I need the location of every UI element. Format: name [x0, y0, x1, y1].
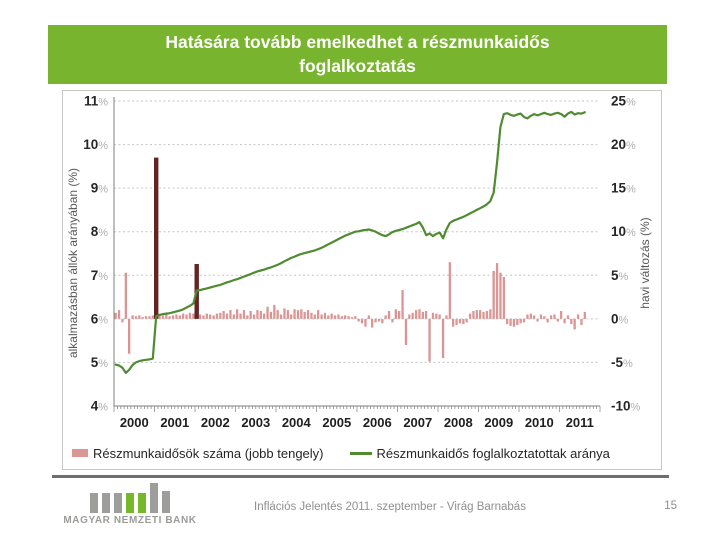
svg-text:2001: 2001 — [160, 415, 189, 430]
svg-text:alkalmazásban állók arányában: alkalmazásban állók arányában (%) — [66, 168, 80, 358]
footer-caption: Inflációs Jelentés 2011. szeptember - Vi… — [254, 501, 526, 513]
page-number: 15 — [664, 500, 677, 512]
svg-text:2006: 2006 — [363, 415, 392, 430]
svg-text:7%: 7% — [91, 268, 109, 283]
slide-title-line-1: Hatására tovább emelkedhet a részmunkaid… — [165, 32, 550, 53]
legend-line-label: Részmunkaidős foglalkoztatottak aránya — [376, 445, 610, 461]
svg-text:havi változás (%): havi változás (%) — [638, 217, 652, 308]
svg-text:2009: 2009 — [484, 415, 513, 430]
slide-title-line-2: foglalkoztatás — [299, 55, 416, 76]
svg-text:2004: 2004 — [282, 415, 312, 430]
svg-text:20%: 20% — [611, 137, 636, 152]
svg-text:0%: 0% — [611, 311, 629, 326]
svg-text:2010: 2010 — [525, 415, 554, 430]
svg-text:2011: 2011 — [566, 415, 594, 430]
svg-text:15%: 15% — [611, 181, 636, 196]
combo-chart: 2000 2001 2002 2003 2004 2005 2006 2007 2008 2009… — [66, 94, 652, 431]
svg-text:-10%: -10% — [611, 399, 641, 414]
svg-text:25%: 25% — [611, 94, 636, 109]
svg-text:11%: 11% — [84, 94, 108, 109]
legend-bar-swatch-icon — [72, 449, 88, 457]
svg-text:2007: 2007 — [403, 415, 432, 430]
svg-text:9%: 9% — [91, 181, 109, 196]
footer-divider — [52, 475, 669, 478]
svg-text:10%: 10% — [611, 224, 636, 239]
svg-text:10%: 10% — [83, 137, 108, 152]
svg-text:4%: 4% — [91, 399, 109, 414]
slide-title-bar: Hatására tovább emelkedhet a részmunkaid… — [48, 25, 667, 84]
svg-text:2002: 2002 — [201, 415, 230, 430]
svg-text:2005: 2005 — [322, 415, 351, 430]
chart-legend: Részmunkaidősök száma (jobb tengely) Rés… — [72, 442, 610, 464]
svg-text:5%: 5% — [611, 268, 629, 283]
svg-text:6%: 6% — [91, 311, 109, 326]
svg-text:2000: 2000 — [120, 415, 149, 430]
svg-text:8%: 8% — [91, 224, 109, 239]
legend-line-swatch-icon — [349, 451, 372, 455]
svg-text:-5%: -5% — [611, 355, 633, 370]
mnb-logo-bars-icon — [56, 482, 204, 513]
legend-bar-label: Részmunkaidősök száma (jobb tengely) — [93, 445, 324, 461]
mnb-logo-text: MAGYAR NEMZETI BANK — [63, 515, 197, 526]
svg-text:2003: 2003 — [241, 415, 270, 430]
svg-text:5%: 5% — [91, 355, 109, 370]
mnb-logo: MAGYAR NEMZETI BANK — [56, 482, 204, 526]
chart-frame: 2000 2001 2002 2003 2004 2005 2006 2007 2008 2009… — [62, 90, 662, 470]
svg-text:2008: 2008 — [444, 415, 473, 430]
